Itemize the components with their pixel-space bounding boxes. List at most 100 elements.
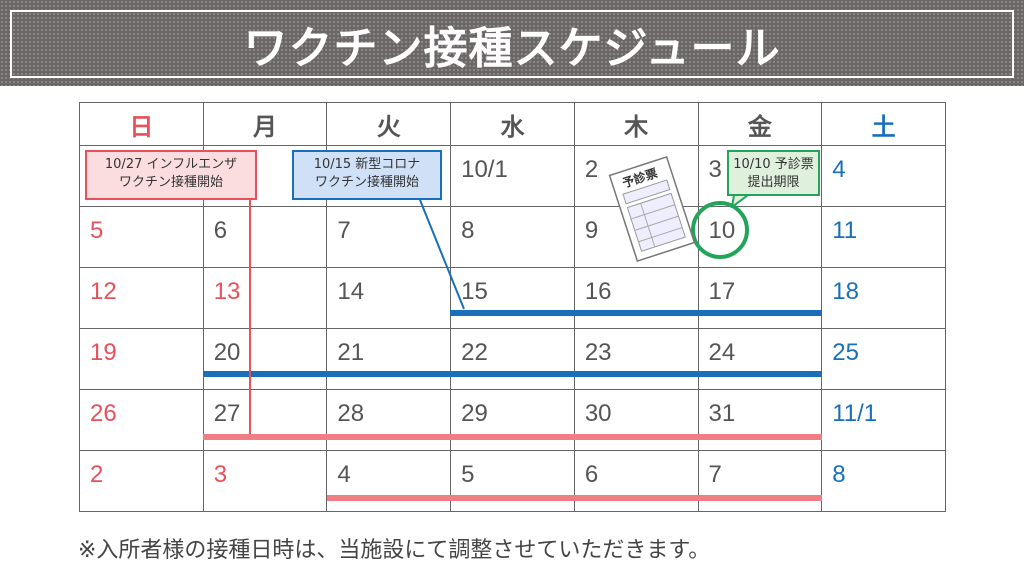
day-number: 22 bbox=[461, 339, 488, 366]
calendar-day: 4 bbox=[326, 450, 452, 512]
day-number: 12 bbox=[90, 278, 117, 305]
calendar-day: 6 bbox=[573, 450, 699, 512]
calendar-day: 29 bbox=[450, 389, 575, 451]
day-number: 23 bbox=[584, 339, 612, 366]
questionnaire-illustration: 予診票 bbox=[608, 155, 696, 263]
day-number: 20 bbox=[213, 339, 241, 366]
calendar-day: 26 bbox=[79, 389, 204, 451]
calendar-day: 2 bbox=[79, 450, 204, 512]
calendar-week: 12 13 14 15 16 17 18 bbox=[79, 267, 946, 329]
covid-period-bar bbox=[450, 310, 822, 316]
calendar-day: 8 bbox=[821, 450, 946, 512]
title-banner: ワクチン接種スケジュール bbox=[0, 0, 1024, 86]
flu-period-bar bbox=[327, 495, 822, 501]
calendar-day: 24 bbox=[697, 328, 823, 390]
calendar-day: 11/1 bbox=[821, 389, 946, 451]
weekday-header: 月 bbox=[202, 102, 328, 146]
calendar-week: 19 20 21 22 23 24 25 bbox=[79, 328, 946, 390]
calendar-day: 31 bbox=[697, 389, 823, 451]
callout-line: 10/10 予診票 bbox=[733, 157, 814, 172]
day-number: 26 bbox=[90, 400, 117, 427]
calendar-day: 28 bbox=[326, 389, 452, 451]
calendar-day: 6 bbox=[202, 206, 328, 268]
day-number: 4 bbox=[337, 461, 351, 488]
callout-line: 提出期限 bbox=[747, 175, 800, 190]
calendar-day: 11 bbox=[821, 206, 946, 268]
calendar-day: 15 bbox=[450, 267, 575, 329]
day-number: 4 bbox=[832, 156, 846, 183]
day-number: 6 bbox=[213, 217, 228, 244]
day-number: 24 bbox=[708, 339, 736, 366]
calendar-day: 20 bbox=[202, 328, 328, 390]
day-number: 2 bbox=[90, 461, 104, 488]
calendar-day: 5 bbox=[79, 206, 204, 268]
deadline-callout: 10/10 予診票 提出期限 bbox=[727, 150, 820, 196]
day-number: 28 bbox=[337, 400, 365, 427]
day-number: 7 bbox=[337, 217, 351, 244]
calendar-day: 21 bbox=[326, 328, 452, 390]
calendar-day: 25 bbox=[821, 328, 946, 390]
footnote: ※入所者様の接種日時は、当施設にて調整させていただきます。 bbox=[78, 538, 711, 563]
calendar-day: 30 bbox=[573, 389, 699, 451]
day-number: 7 bbox=[708, 461, 722, 488]
callout-line: 10/27 インフルエンザ bbox=[104, 157, 238, 172]
day-number: 10/1 bbox=[461, 156, 508, 183]
weekday-header: 日 bbox=[79, 102, 204, 146]
calendar-day: 14 bbox=[326, 267, 452, 329]
day-number: 10 bbox=[708, 217, 736, 244]
day-number: 16 bbox=[584, 278, 612, 305]
calendar-day: 22 bbox=[450, 328, 575, 390]
page-title: ワクチン接種スケジュール bbox=[243, 23, 781, 74]
calendar-day: 12 bbox=[79, 267, 204, 329]
calendar-day: 19 bbox=[79, 328, 204, 390]
deadline-circle bbox=[691, 201, 749, 259]
day-number: 17 bbox=[708, 278, 736, 305]
calendar-day: 10/1 bbox=[450, 145, 575, 207]
day-number: 6 bbox=[584, 461, 599, 488]
callout-line: 10/15 新型コロナ bbox=[313, 157, 421, 172]
day-number: 8 bbox=[461, 217, 475, 244]
day-number: 21 bbox=[337, 339, 365, 366]
day-number: 25 bbox=[832, 339, 859, 366]
day-number: 5 bbox=[90, 217, 104, 244]
flu-callout: 10/27 インフルエンザ ワクチン接種開始 bbox=[85, 150, 257, 200]
calendar-day: 18 bbox=[821, 267, 946, 329]
callout-line: ワクチン接種開始 bbox=[314, 175, 419, 190]
calendar-day: 5 bbox=[450, 450, 575, 512]
calendar-day: 23 bbox=[573, 328, 699, 390]
calendar-day: 17 bbox=[697, 267, 823, 329]
callout-pointer bbox=[249, 200, 251, 434]
calendar-week: 26 27 28 29 30 31 11/1 bbox=[79, 389, 946, 451]
day-number: 15 bbox=[461, 278, 488, 305]
weekday-header: 金 bbox=[697, 102, 823, 146]
day-number: 11/1 bbox=[832, 400, 878, 427]
day-number: 29 bbox=[461, 400, 488, 427]
covid-period-bar bbox=[203, 371, 822, 377]
calendar-day: 3 bbox=[202, 450, 328, 512]
day-number: 11 bbox=[832, 217, 858, 244]
day-number: 14 bbox=[337, 278, 365, 305]
callout-pointer bbox=[730, 194, 751, 208]
calendar-day: 7 bbox=[326, 206, 452, 268]
weekday-header: 火 bbox=[326, 102, 452, 146]
covid-callout: 10/15 新型コロナ ワクチン接種開始 bbox=[292, 150, 442, 200]
day-number: 31 bbox=[708, 400, 736, 427]
calendar-week: 5 6 7 8 9 10 11 bbox=[79, 206, 946, 268]
flu-period-bar bbox=[203, 434, 822, 440]
weekday-header: 土 bbox=[821, 102, 946, 146]
day-number: 3 bbox=[213, 461, 228, 488]
calendar-day: 16 bbox=[573, 267, 699, 329]
calendar-day: 4 bbox=[821, 145, 946, 207]
calendar-week: 2 3 4 5 6 7 8 bbox=[79, 450, 946, 512]
day-number: 3 bbox=[708, 156, 722, 183]
weekday-header: 木 bbox=[573, 102, 699, 146]
callout-line: ワクチン接種開始 bbox=[118, 175, 223, 190]
day-number: 13 bbox=[213, 278, 241, 305]
calendar-day: 27 bbox=[202, 389, 328, 451]
day-number: 18 bbox=[832, 278, 859, 305]
calendar-day: 7 bbox=[697, 450, 823, 512]
day-number: 9 bbox=[584, 217, 599, 244]
weekday-header: 水 bbox=[450, 102, 575, 146]
day-number: 27 bbox=[213, 400, 241, 427]
callout-pointer bbox=[419, 199, 465, 310]
